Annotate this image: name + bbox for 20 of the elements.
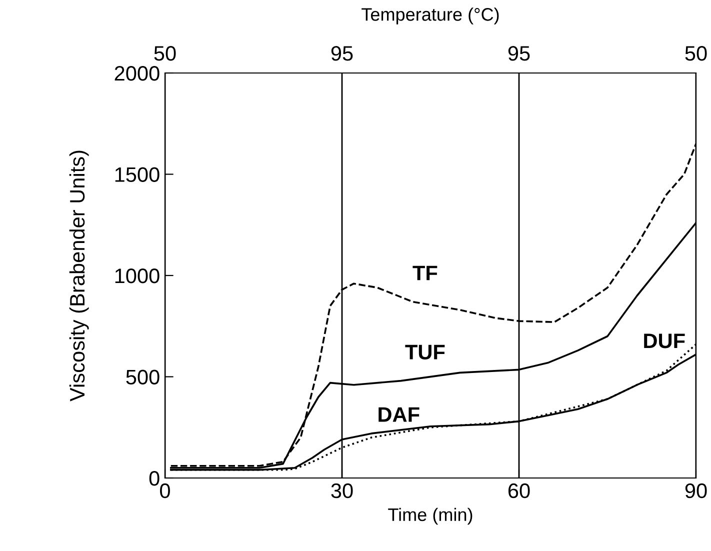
y-tick-label: 2000 bbox=[114, 66, 160, 81]
y-tick-label: 1000 bbox=[115, 268, 160, 284]
y-tick-label: 1500 bbox=[115, 167, 160, 182]
x-tick-label: 0 bbox=[160, 483, 170, 498]
x-tick-label: 30 bbox=[331, 483, 353, 498]
x-axis-title: Time (min) bbox=[388, 508, 472, 525]
series-label: TUF bbox=[405, 344, 445, 360]
x-tick-label: 90 bbox=[685, 483, 707, 498]
text: 95 bbox=[331, 46, 353, 61]
text: 50 bbox=[154, 46, 176, 61]
y-tick-label: 0 bbox=[149, 471, 160, 486]
y-tick-label: 500 bbox=[126, 370, 160, 385]
series-label: DUF bbox=[644, 334, 685, 348]
text: 50 bbox=[685, 46, 707, 61]
text: 95 bbox=[508, 46, 530, 61]
y-axis-title: Viscosity (Brabender Units) bbox=[69, 150, 89, 402]
series-label: DAF bbox=[378, 407, 420, 422]
x2-axis-title: Temperature (°C) bbox=[362, 8, 499, 24]
x-tick-label: 60 bbox=[508, 483, 530, 498]
series-label: TF bbox=[412, 266, 438, 280]
